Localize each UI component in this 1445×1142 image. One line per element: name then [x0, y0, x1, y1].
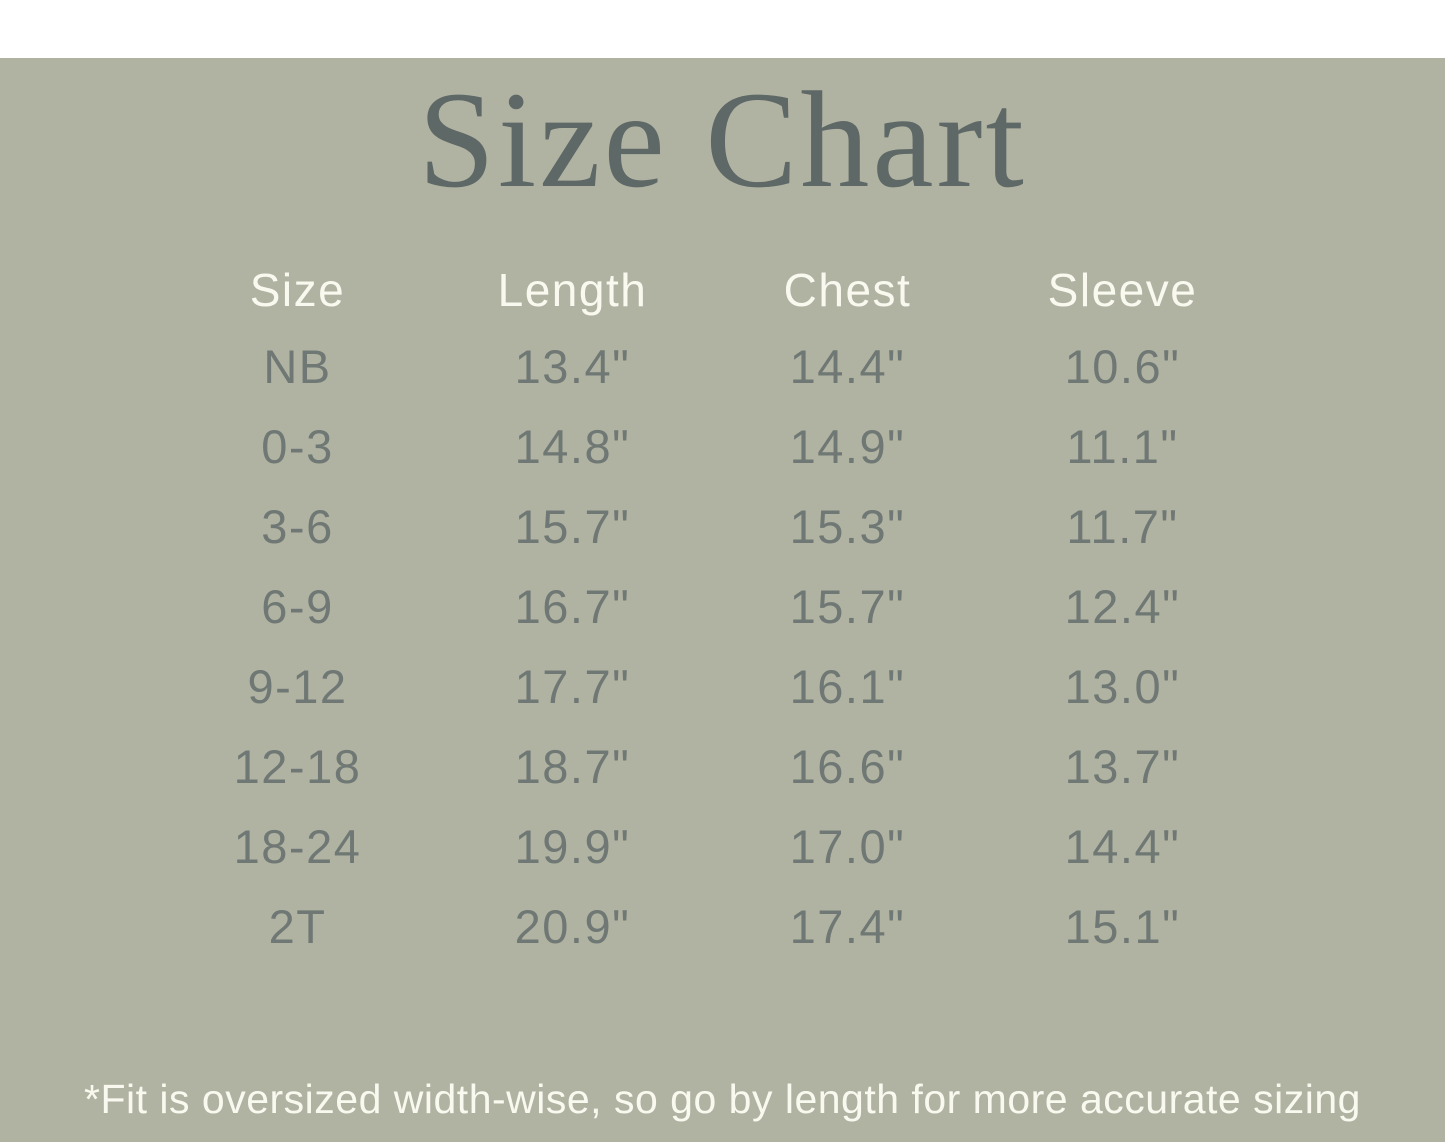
sleeve-value: 13.7" — [1064, 739, 1181, 793]
chest-value: 15.7" — [789, 579, 906, 633]
sleeve-value: 10.6" — [1064, 339, 1181, 393]
chest-value: 17.4" — [789, 899, 906, 953]
length-value: 20.9" — [514, 899, 631, 953]
length-value: 18.7" — [514, 739, 631, 793]
size-table: Size Length Chest Sleeve NB 13.4" 14.4" … — [160, 254, 1260, 966]
length-value: 17.7" — [514, 659, 631, 713]
chest-value: 14.9" — [789, 419, 906, 473]
sleeve-value: 15.1" — [1064, 899, 1181, 953]
size-label: 18-24 — [233, 819, 362, 873]
fit-footnote: *Fit is oversized width-wise, so go by l… — [84, 1076, 1361, 1122]
table-row-9-12: 9-12 17.7" 16.1" 13.0" — [160, 646, 1260, 726]
length-value: 16.7" — [514, 579, 631, 633]
sleeve-value: 13.0" — [1064, 659, 1181, 713]
table-row-2t: 2T 20.9" 17.4" 15.1" — [160, 886, 1260, 966]
size-label: 2T — [268, 899, 327, 953]
table-row-nb: NB 13.4" 14.4" 10.6" — [160, 326, 1260, 406]
column-header-sleeve: Sleeve — [1047, 264, 1198, 316]
column-header-chest: Chest — [783, 264, 912, 316]
sleeve-value: 11.1" — [1066, 419, 1179, 473]
chest-value: 15.3" — [789, 499, 906, 553]
sleeve-value: 12.4" — [1064, 579, 1181, 633]
chest-value: 14.4" — [789, 339, 906, 393]
size-label: NB — [263, 339, 332, 393]
length-value: 15.7" — [514, 499, 631, 553]
length-value: 14.8" — [514, 419, 631, 473]
sleeve-value: 11.7" — [1066, 499, 1179, 553]
chest-value: 16.1" — [789, 659, 906, 713]
table-row-6-9: 6-9 16.7" 15.7" 12.4" — [160, 566, 1260, 646]
size-label: 6-9 — [261, 579, 334, 633]
column-header-size: Size — [249, 264, 346, 316]
length-value: 19.9" — [514, 819, 631, 873]
table-row-3-6: 3-6 15.7" 15.3" 11.7" — [160, 486, 1260, 566]
size-label: 3-6 — [261, 499, 334, 553]
chest-value: 16.6" — [789, 739, 906, 793]
size-chart-poster: Size Chart Size Length Chest Sleeve NB 1… — [0, 58, 1445, 1142]
column-header-length: Length — [497, 264, 648, 316]
sleeve-value: 14.4" — [1064, 819, 1181, 873]
table-header-row: Size Length Chest Sleeve — [160, 254, 1260, 326]
table-row-12-18: 12-18 18.7" 16.6" 13.7" — [160, 726, 1260, 806]
size-label: 12-18 — [233, 739, 362, 793]
chest-value: 17.0" — [789, 819, 906, 873]
size-label: 0-3 — [261, 419, 334, 473]
table-row-18-24: 18-24 19.9" 17.0" 14.4" — [160, 806, 1260, 886]
length-value: 13.4" — [514, 339, 631, 393]
page-title: Size Chart — [418, 63, 1027, 216]
table-row-0-3: 0-3 14.8" 14.9" 11.1" — [160, 406, 1260, 486]
size-label: 9-12 — [247, 659, 348, 713]
